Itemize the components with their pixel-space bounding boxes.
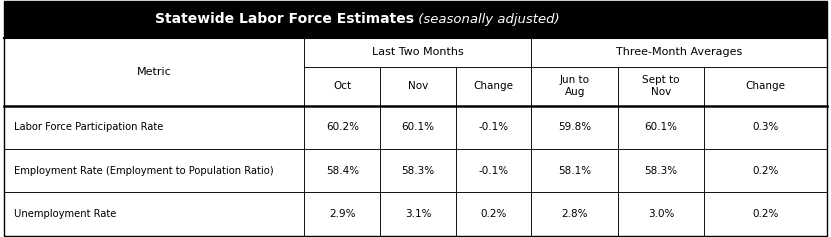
Bar (4, 149, 304, 192)
Text: -0.1%: -0.1% (479, 166, 509, 176)
Text: Oct: Oct (333, 81, 352, 91)
Text: 58.3%: 58.3% (401, 166, 435, 176)
Text: Unemployment Rate: Unemployment Rate (14, 209, 116, 219)
Bar (4, 192, 304, 236)
Text: Metric: Metric (137, 67, 172, 77)
Bar (532, 106, 618, 149)
Bar (304, 106, 380, 149)
Bar (532, 67, 618, 106)
Bar (704, 106, 827, 149)
Text: 58.4%: 58.4% (326, 166, 359, 176)
Text: 0.2%: 0.2% (480, 209, 507, 219)
Bar (456, 67, 532, 106)
Text: 0.2%: 0.2% (752, 209, 779, 219)
Text: Statewide Labor Force Estimates: Statewide Labor Force Estimates (155, 12, 414, 26)
Text: Jun to
Aug: Jun to Aug (560, 75, 590, 97)
Bar (380, 106, 456, 149)
Text: 58.3%: 58.3% (645, 166, 677, 176)
Bar (380, 67, 456, 106)
Text: Employment Rate (Employment to Population Ratio): Employment Rate (Employment to Populatio… (14, 166, 273, 176)
Text: 58.1%: 58.1% (558, 166, 591, 176)
Text: Sept to
Nov: Sept to Nov (642, 75, 680, 97)
Text: 2.9%: 2.9% (329, 209, 356, 219)
Bar (304, 192, 380, 236)
Text: (seasonally adjusted): (seasonally adjusted) (414, 13, 559, 26)
Bar (304, 149, 380, 192)
Text: 60.1%: 60.1% (645, 122, 677, 132)
Bar (532, 192, 618, 236)
Bar (304, 67, 380, 106)
Bar (618, 149, 704, 192)
Text: 3.1%: 3.1% (405, 209, 431, 219)
Text: Change: Change (745, 81, 785, 91)
Bar (4, 1, 827, 37)
Bar (532, 37, 827, 67)
Bar (456, 106, 532, 149)
Bar (380, 149, 456, 192)
Text: Last Two Months: Last Two Months (372, 47, 464, 57)
Text: Nov: Nov (408, 81, 428, 91)
Text: Labor Force Participation Rate: Labor Force Participation Rate (14, 122, 164, 132)
Bar (704, 149, 827, 192)
Bar (4, 106, 304, 149)
Text: 0.2%: 0.2% (752, 166, 779, 176)
Bar (456, 192, 532, 236)
Text: 59.8%: 59.8% (558, 122, 591, 132)
Text: 3.0%: 3.0% (648, 209, 674, 219)
Text: 60.1%: 60.1% (401, 122, 435, 132)
Text: Change: Change (474, 81, 514, 91)
Text: 60.2%: 60.2% (326, 122, 359, 132)
Bar (618, 192, 704, 236)
Bar (304, 37, 532, 67)
Bar (4, 37, 304, 106)
Text: -0.1%: -0.1% (479, 122, 509, 132)
Bar (380, 192, 456, 236)
Bar (456, 149, 532, 192)
Text: 0.3%: 0.3% (752, 122, 779, 132)
Bar (532, 149, 618, 192)
Bar (618, 67, 704, 106)
Text: Three-Month Averages: Three-Month Averages (616, 47, 742, 57)
Bar (704, 192, 827, 236)
Bar (704, 67, 827, 106)
Bar (618, 106, 704, 149)
Text: 2.8%: 2.8% (562, 209, 588, 219)
